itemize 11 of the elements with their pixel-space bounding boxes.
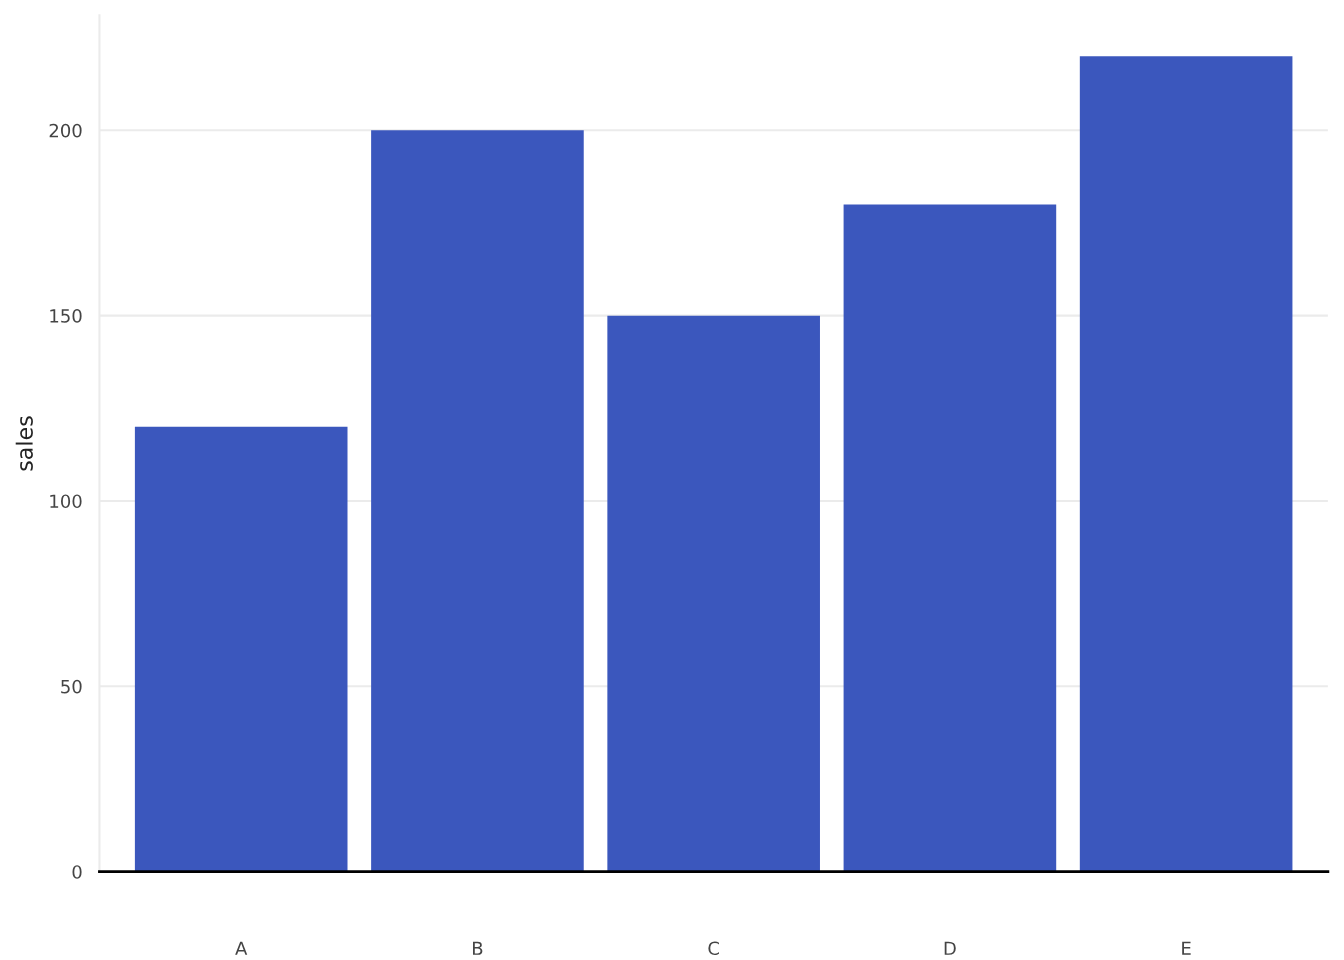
x-tick-label: C [708, 941, 719, 956]
y-tick-label: 200 [49, 123, 82, 138]
y-axis-title: sales [15, 416, 33, 471]
x-tick-label: E [1182, 941, 1191, 955]
y-tick-label: 50 [61, 679, 82, 694]
x-tick-label: B [473, 941, 483, 955]
y-tick-label: 100 [50, 494, 82, 509]
y-tick-label: 150 [50, 309, 82, 323]
x-tick-label: D [944, 941, 956, 955]
x-tick-label: A [235, 941, 248, 955]
y-tick-label: 0 [72, 865, 82, 879]
